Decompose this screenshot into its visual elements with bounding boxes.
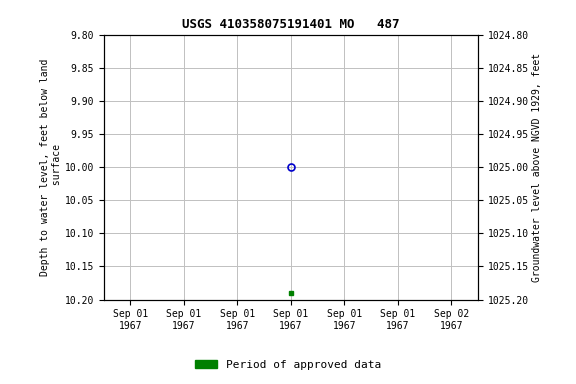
Y-axis label: Groundwater level above NGVD 1929, feet: Groundwater level above NGVD 1929, feet bbox=[532, 53, 541, 281]
Legend: Period of approved data: Period of approved data bbox=[191, 356, 385, 375]
Title: USGS 410358075191401 MO   487: USGS 410358075191401 MO 487 bbox=[182, 18, 400, 31]
Y-axis label: Depth to water level, feet below land
 surface: Depth to water level, feet below land su… bbox=[40, 58, 62, 276]
